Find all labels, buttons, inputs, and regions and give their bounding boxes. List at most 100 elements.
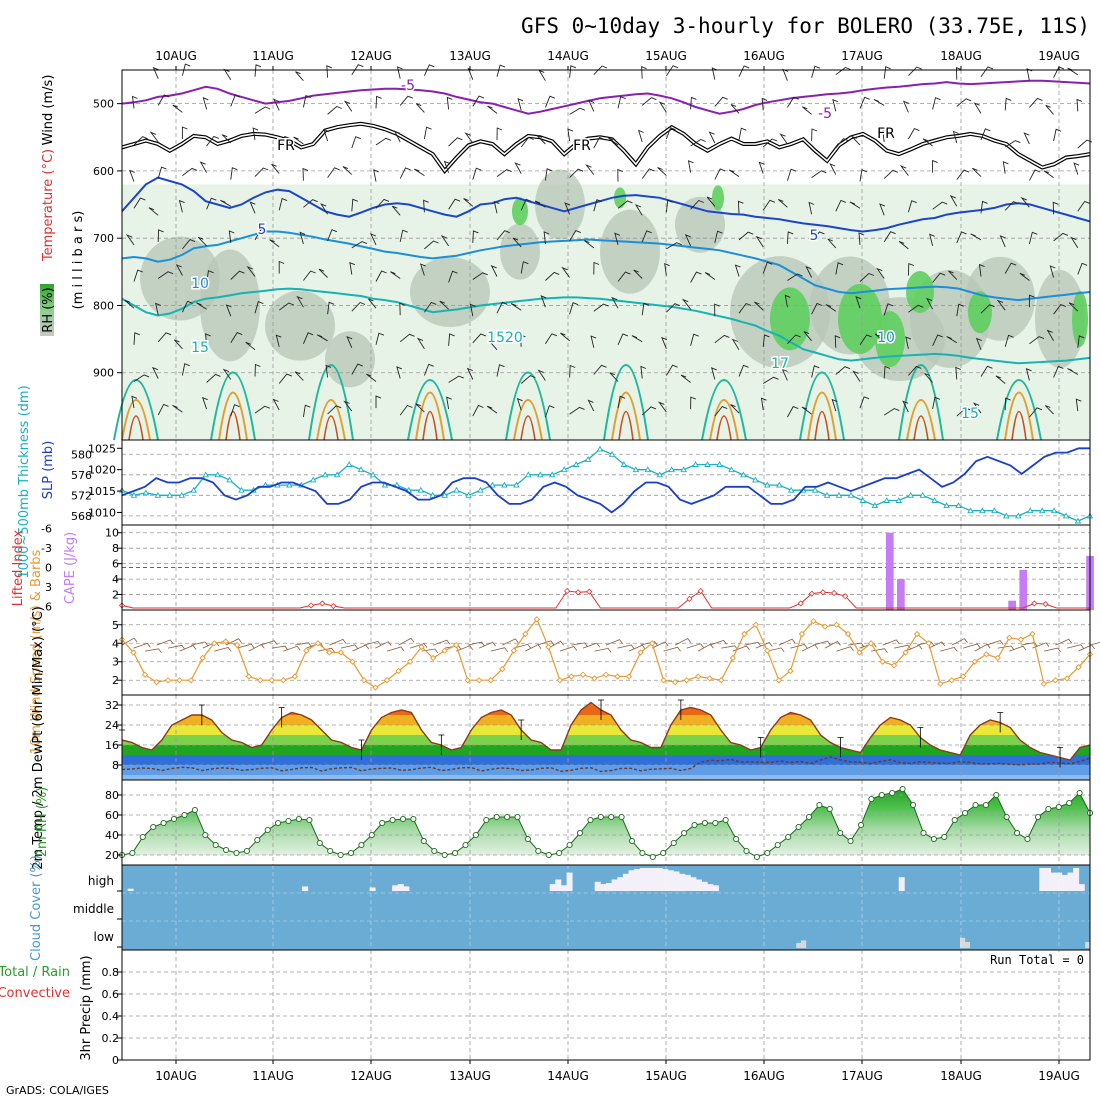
wind10m-barb-41 — [594, 647, 612, 653]
contour-label-0: -5 — [401, 78, 415, 94]
wind-barb-243 — [490, 265, 498, 277]
li-tick-2: 0 — [45, 562, 52, 575]
cape-bar-80 — [1008, 600, 1016, 610]
lifted-index-marker-18 — [319, 600, 326, 607]
rh2m-marker-76 — [910, 801, 917, 809]
wind10m-barb-79 — [1032, 642, 1050, 649]
wind-barb-45 — [544, 95, 556, 108]
wind10m-marker-81 — [1052, 677, 1059, 684]
wind-barb-369 — [640, 365, 647, 379]
wind-barb-247 — [593, 261, 600, 275]
wind10m-barb-38 — [559, 646, 578, 652]
thickness-marker-62 — [859, 497, 867, 503]
wind-barb-281 — [439, 300, 449, 310]
high-cloud-bar-102 — [696, 879, 702, 891]
wind-barb-221 — [929, 233, 935, 247]
wind-barb-73 — [252, 127, 259, 141]
wind-barb-296 — [811, 302, 823, 315]
rh2m-marker-89 — [1045, 805, 1052, 813]
wind-barb-266 — [1049, 265, 1056, 278]
rh2m-marker-44 — [576, 829, 584, 837]
wind-barb-395 — [302, 404, 311, 418]
wind10m-barb-15 — [294, 642, 312, 647]
rh2m-marker-21 — [337, 851, 344, 859]
wind-barb-206 — [569, 230, 581, 242]
rh2m-marker-77 — [920, 829, 927, 837]
wind-barb-394 — [272, 398, 280, 411]
wind-barb-95 — [779, 133, 788, 145]
rh2m-ticks: 20 40 60 80 — [105, 789, 122, 862]
thickness-marker-56 — [787, 486, 795, 493]
wind-barb-409 — [641, 406, 657, 416]
wind-barb-134 — [758, 161, 765, 174]
wind10m-barb-21 — [363, 640, 382, 646]
thickness-marker-58 — [811, 486, 819, 493]
wind-barb-3 — [254, 64, 262, 77]
rh2m-marker-18 — [306, 816, 313, 824]
wind10m-marker-32 — [487, 677, 494, 684]
wind-barbs — [124, 63, 1093, 418]
wind-barb-310 — [174, 339, 183, 350]
temp-tick-2: 24 — [105, 719, 119, 732]
wind-barb-111 — [199, 161, 207, 173]
wind-barb-82 — [464, 132, 474, 144]
lifted-index-marker-83 — [1042, 601, 1049, 608]
rh2m-area — [122, 789, 1090, 857]
wind10m-marker-58 — [787, 667, 794, 675]
wind-barb-46 — [569, 107, 586, 115]
wind10m-barb-35 — [525, 644, 542, 652]
wind-barb-390 — [172, 404, 183, 413]
wind-barb-189 — [157, 229, 164, 242]
wind-barb-286 — [569, 302, 579, 315]
wind10m-marker-38 — [556, 677, 564, 684]
wind-barb-179 — [879, 203, 886, 216]
cape-tick-3: 8 — [112, 542, 119, 555]
warm-isotherm-red-3 — [422, 410, 438, 441]
wind-barb-379 — [883, 365, 891, 379]
wind-barb-119 — [399, 167, 411, 179]
rh2m-marker-45 — [587, 816, 594, 824]
millibars-label: (m i l l i b a r s) — [71, 211, 86, 310]
wind-barb-246 — [561, 266, 570, 278]
wind-barb-225 — [1028, 231, 1038, 245]
wind-barb-29 — [157, 94, 170, 106]
wind10m-barb-12 — [260, 640, 278, 646]
wind-barb-152 — [220, 199, 232, 207]
rh2m-marker-92 — [1076, 789, 1083, 797]
wind-barb-37 — [343, 100, 353, 112]
wind-barb-414 — [760, 397, 767, 411]
wind-barb-301 — [926, 297, 933, 310]
wind-barb-24 — [980, 66, 994, 77]
wind-barb-190 — [182, 239, 196, 250]
wind10m-barb-34 — [513, 643, 532, 649]
rh2m-marker-37 — [504, 813, 511, 821]
thickness-marker-55 — [776, 481, 783, 488]
wind-barb-263 — [978, 263, 985, 277]
thickness-slp-ticks: 568 572 576 580 1010 1015 1020 1025 — [71, 442, 122, 523]
wind-barb-94 — [762, 138, 778, 148]
lifted-index-marker-64 — [831, 589, 838, 597]
wind-barb-233 — [246, 265, 256, 277]
temp2m-label: 2m Temp / 2m DewPt (6hr Min/Max) (°C) — [31, 606, 46, 869]
temp-band-5 — [122, 735, 1090, 745]
wind-barb-222 — [956, 231, 967, 244]
wind10m-tick-1: 3 — [112, 656, 119, 669]
temp2m-fill — [122, 702, 1090, 780]
wind-barb-0 — [152, 66, 159, 79]
wind10m-barb-36 — [536, 640, 555, 646]
wind10m-panel: 2 3 4 5 10m Wind Speed (m/s) & Barbs — [29, 549, 1100, 754]
warm-isotherm-orange-7 — [807, 391, 837, 441]
wind-barb-124 — [514, 162, 522, 174]
pressure-tick-1: 600 — [93, 165, 114, 178]
contour-label-5: 5 — [258, 222, 267, 238]
wind-barb-61 — [932, 97, 941, 110]
wind-barb-69 — [149, 131, 159, 143]
wind-barb-268 — [124, 299, 135, 309]
thickness-marker-35 — [537, 471, 544, 478]
wind10m-barb-6 — [191, 641, 209, 647]
wind10m-marker-68 — [902, 649, 909, 656]
wind-barb-290 — [666, 303, 681, 313]
wind-barb-59 — [873, 98, 885, 106]
wind-barb-224 — [999, 235, 1006, 248]
